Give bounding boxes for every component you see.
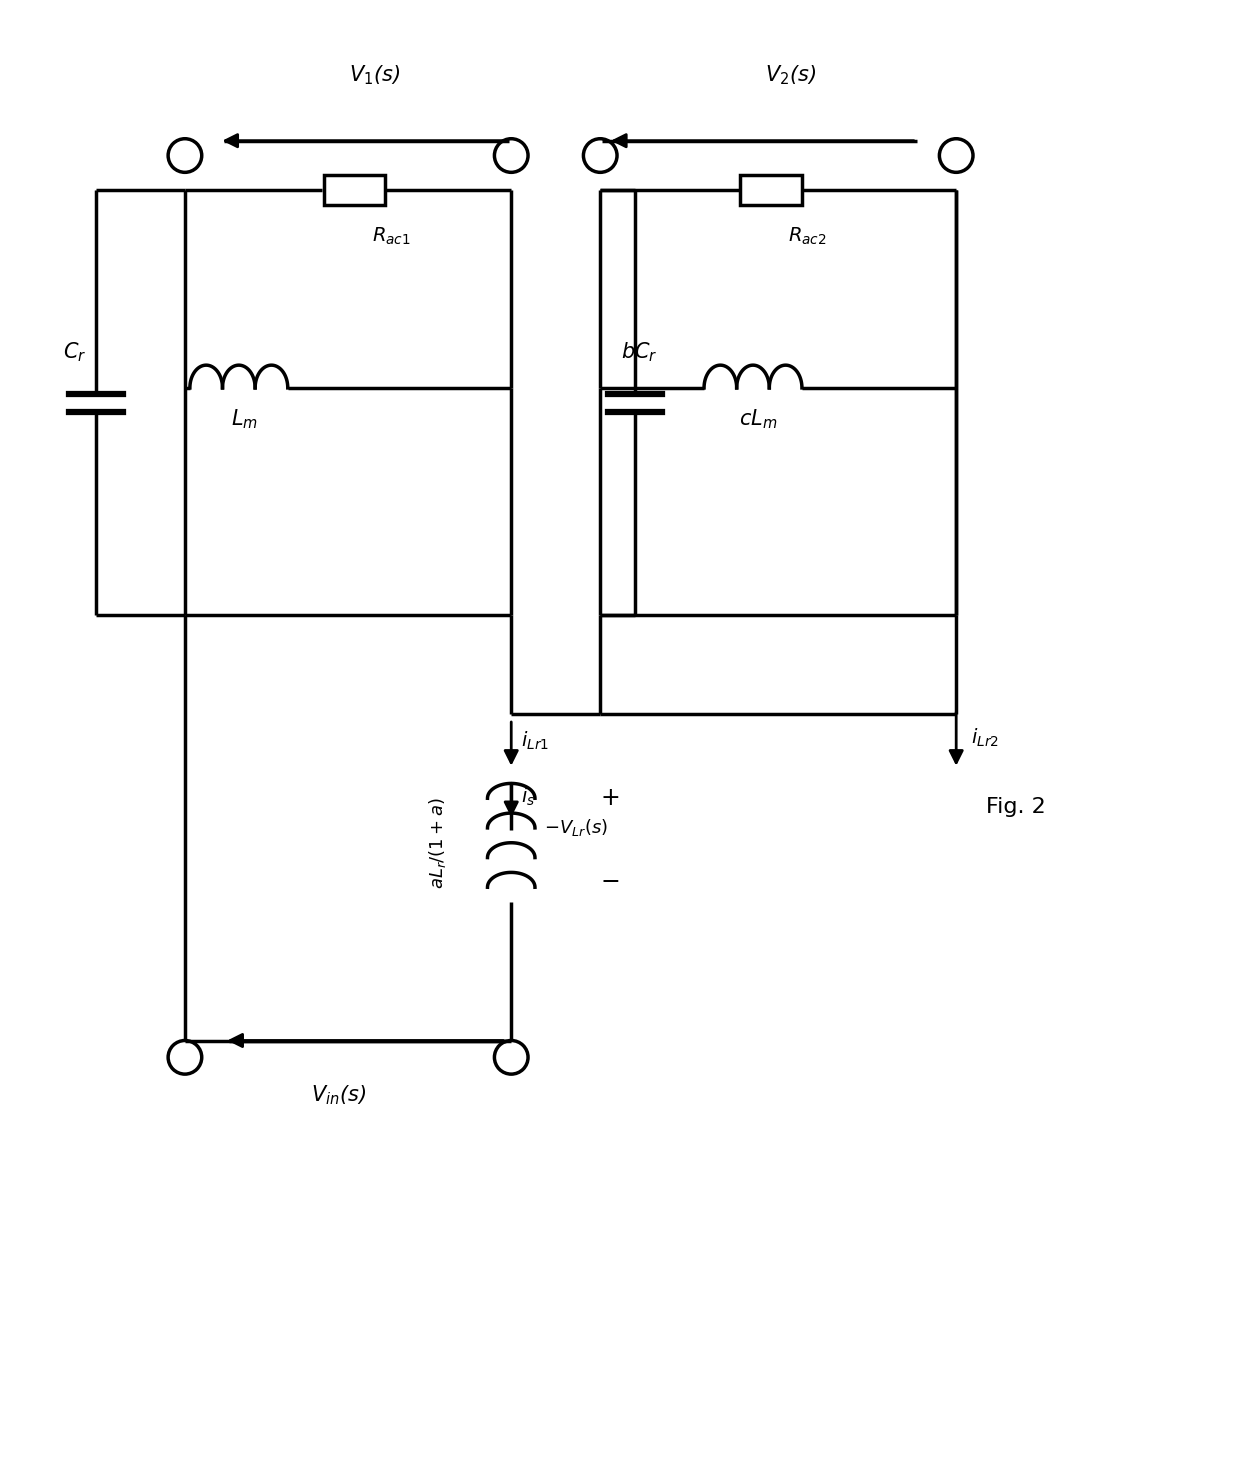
Text: $cL_m$: $cL_m$ <box>739 407 777 430</box>
Text: $V_2$(s): $V_2$(s) <box>765 63 816 86</box>
Bar <box>324 176 386 205</box>
Text: Fig. 2: Fig. 2 <box>986 796 1045 817</box>
Text: $bC_r$: $bC_r$ <box>621 340 658 365</box>
Text: $-$: $-$ <box>600 868 620 893</box>
Text: $+$: $+$ <box>600 786 620 810</box>
Text: $R_{ac2}$: $R_{ac2}$ <box>789 225 827 247</box>
Text: $V_{in}$(s): $V_{in}$(s) <box>310 1083 366 1107</box>
Text: $R_{ac1}$: $R_{ac1}$ <box>372 225 410 247</box>
Text: $L_m$: $L_m$ <box>231 407 258 430</box>
Text: $aL_r/(1+a)$: $aL_r/(1+a)$ <box>427 796 448 889</box>
Text: $i_s$: $i_s$ <box>521 785 536 808</box>
Text: $V_1$(s): $V_1$(s) <box>348 63 401 86</box>
Text: $C_r$: $C_r$ <box>62 340 86 365</box>
Bar <box>740 176 802 205</box>
Text: $i_{Lr2}$: $i_{Lr2}$ <box>971 726 999 750</box>
Text: $-V_{Lr}(s)$: $-V_{Lr}(s)$ <box>543 817 608 839</box>
Text: $i_{Lr1}$: $i_{Lr1}$ <box>521 731 549 752</box>
